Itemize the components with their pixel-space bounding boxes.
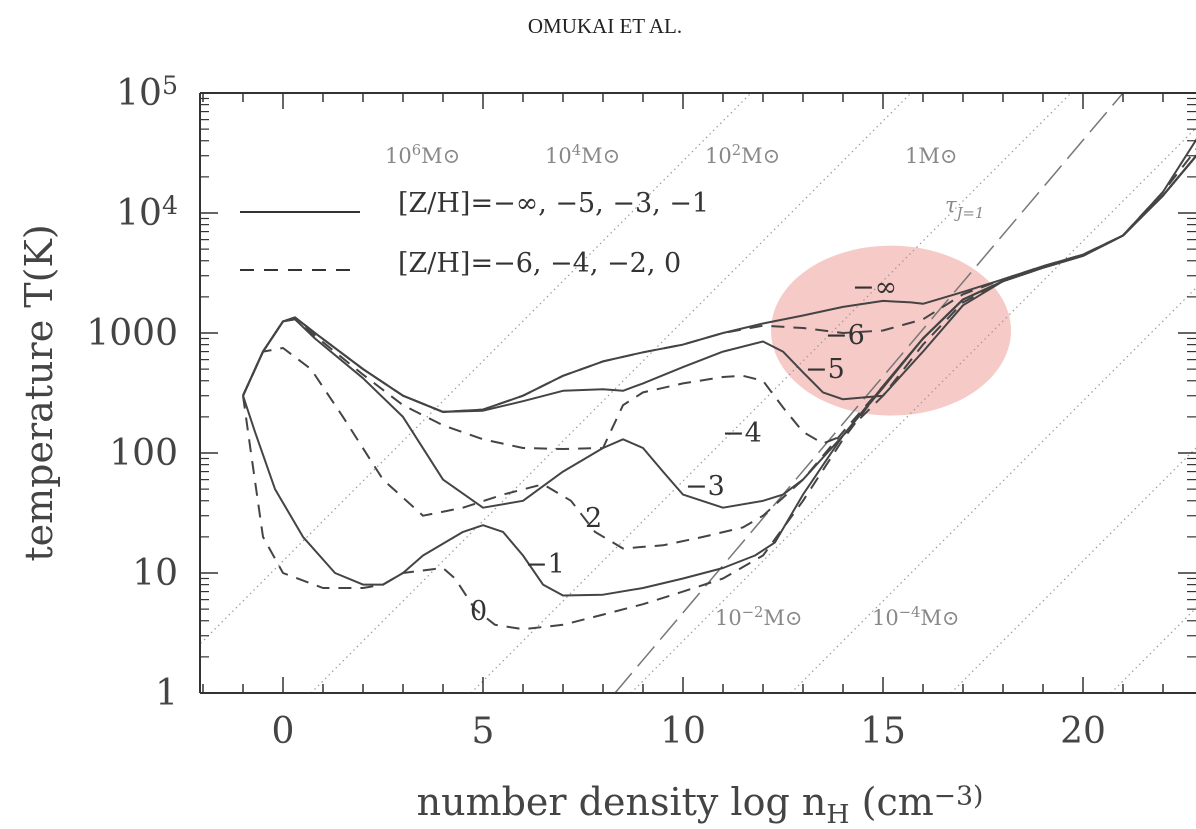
tau-label: τJ=1 xyxy=(945,193,984,222)
tau-line xyxy=(614,93,1124,693)
x-tick-label: 0 xyxy=(272,711,295,752)
y-tick-label: 1 xyxy=(155,673,178,714)
jeans-mass-label: 106M⊙ xyxy=(385,142,460,168)
series-line xyxy=(242,154,1196,509)
curve-label: −3 xyxy=(685,471,725,502)
curve-label: −∞ xyxy=(852,272,897,303)
legend-label-dashed: [Z/H]=−6, −4, −2, 0 xyxy=(398,248,681,279)
x-tick-label: 20 xyxy=(1060,711,1106,752)
jeans-mass-line xyxy=(630,127,1196,693)
jeans-mass-line xyxy=(790,287,1196,693)
jeans-mass-label: 10−4M⊙ xyxy=(872,604,960,630)
jeans-mass-line xyxy=(470,93,1072,693)
jeans-mass-label: 102M⊙ xyxy=(705,142,780,168)
series-line xyxy=(242,138,1196,413)
curve-label: −1 xyxy=(525,549,565,580)
jeans-mass-label: 104M⊙ xyxy=(545,142,620,168)
legend-label-solid: [Z/H]=−∞, −5, −3, −1 xyxy=(398,188,709,219)
running-head: OMUKAI ET AL. xyxy=(527,14,683,38)
curve-label: 0 xyxy=(470,596,487,627)
jeans-mass-line xyxy=(310,93,912,693)
curve-label: −4 xyxy=(722,418,762,449)
y-tick-label: 100 xyxy=(109,433,178,474)
series-line xyxy=(242,154,1196,597)
series-line xyxy=(242,154,1196,450)
y-axis-title: temperature T(K) xyxy=(17,224,61,561)
series-line xyxy=(242,154,1196,413)
jeans-mass-line xyxy=(200,93,752,645)
axes-frame xyxy=(199,92,1196,694)
series-line xyxy=(242,154,1196,631)
y-tick-label: 10 xyxy=(132,553,178,594)
x-tick-label: 5 xyxy=(472,711,495,752)
x-tick-label: 10 xyxy=(660,711,706,752)
y-tick-label: 1000 xyxy=(86,313,178,354)
jeans-mass-line xyxy=(950,447,1196,693)
x-axis-title: number density log nH (cm−3) xyxy=(417,780,984,829)
highlight-ellipse xyxy=(771,245,1011,416)
curve-label: 2 xyxy=(585,503,602,534)
curve-label: −5 xyxy=(805,354,845,385)
jeans-mass-label: 1M⊙ xyxy=(905,144,957,168)
y-tick-label: 104 xyxy=(116,191,178,234)
clipped-plot xyxy=(200,93,1196,693)
plot-area xyxy=(200,93,1196,693)
jeans-mass-line xyxy=(1110,607,1196,693)
x-tick-label: 15 xyxy=(860,711,906,752)
series-line xyxy=(242,148,1196,413)
y-tick-label: 105 xyxy=(116,71,178,114)
jeans-mass-label: 10−2M⊙ xyxy=(715,604,803,630)
curve-label: −6 xyxy=(825,320,865,351)
